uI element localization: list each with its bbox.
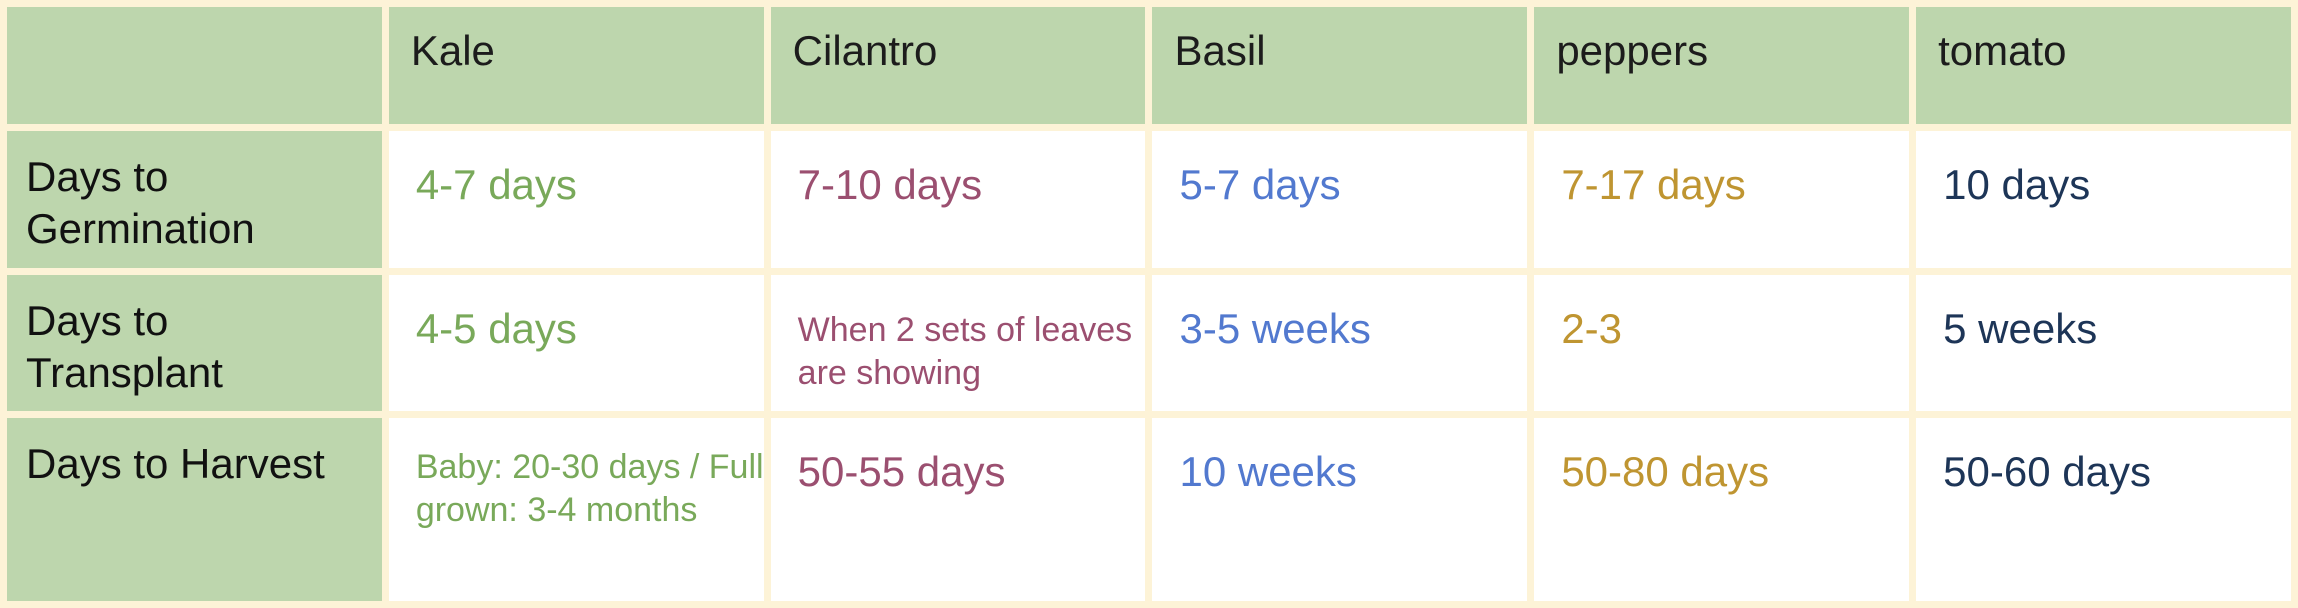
column-header-tomato: tomato [1916,7,2291,124]
cell-peppers-germination: 7-17 days [1534,130,1910,268]
cell-basil-germination: 5-7 days [1152,130,1528,268]
cell-peppers-transplant: 2-3 [1534,274,1910,412]
cell-tomato-harvest: 50-60 days [1916,418,2291,601]
cell-cilantro-germination: 7-10 days [770,130,1146,268]
cell-basil-transplant: 3-5 weeks [1152,274,1528,412]
cell-cilantro-harvest: 50-55 days [770,418,1146,601]
cell-kale-transplant: 4-5 days [388,274,764,412]
table-row-germination: Days to Germination 4-7 days 7-10 days 5… [7,130,2291,268]
table-row-harvest: Days to Harvest Baby: 20-30 days / Full … [7,418,2291,601]
column-header-peppers: peppers [1534,7,1910,124]
column-header-cilantro: Cilantro [770,7,1146,124]
row-header-line: Germination [26,204,255,252]
row-header-germination: Days to Germination [7,130,382,268]
cell-basil-harvest: 10 weeks [1152,418,1528,601]
row-header-line: Days to [26,152,169,200]
cell-kale-germination: 4-7 days [388,130,764,268]
row-header-harvest: Days to Harvest [7,418,382,601]
corner-cell [7,7,382,124]
row-header-line: Days to [26,296,169,344]
cell-cilantro-transplant: When 2 sets of leaves are showing [770,274,1146,412]
header-row: Kale Cilantro Basil peppers tomato [7,7,2291,124]
cell-peppers-harvest: 50-80 days [1534,418,1910,601]
row-header-line: Transplant [26,348,223,396]
row-header-transplant: Days to Transplant [7,274,382,412]
cell-kale-harvest: Baby: 20-30 days / Full grown: 3-4 month… [388,418,764,601]
cell-tomato-germination: 10 days [1916,130,2291,268]
column-header-basil: Basil [1152,7,1528,124]
cell-tomato-transplant: 5 weeks [1916,274,2291,412]
table-row-transplant: Days to Transplant 4-5 days When 2 sets … [7,274,2291,412]
column-header-kale: Kale [388,7,764,124]
row-header-line: Days to Harvest [26,440,325,488]
